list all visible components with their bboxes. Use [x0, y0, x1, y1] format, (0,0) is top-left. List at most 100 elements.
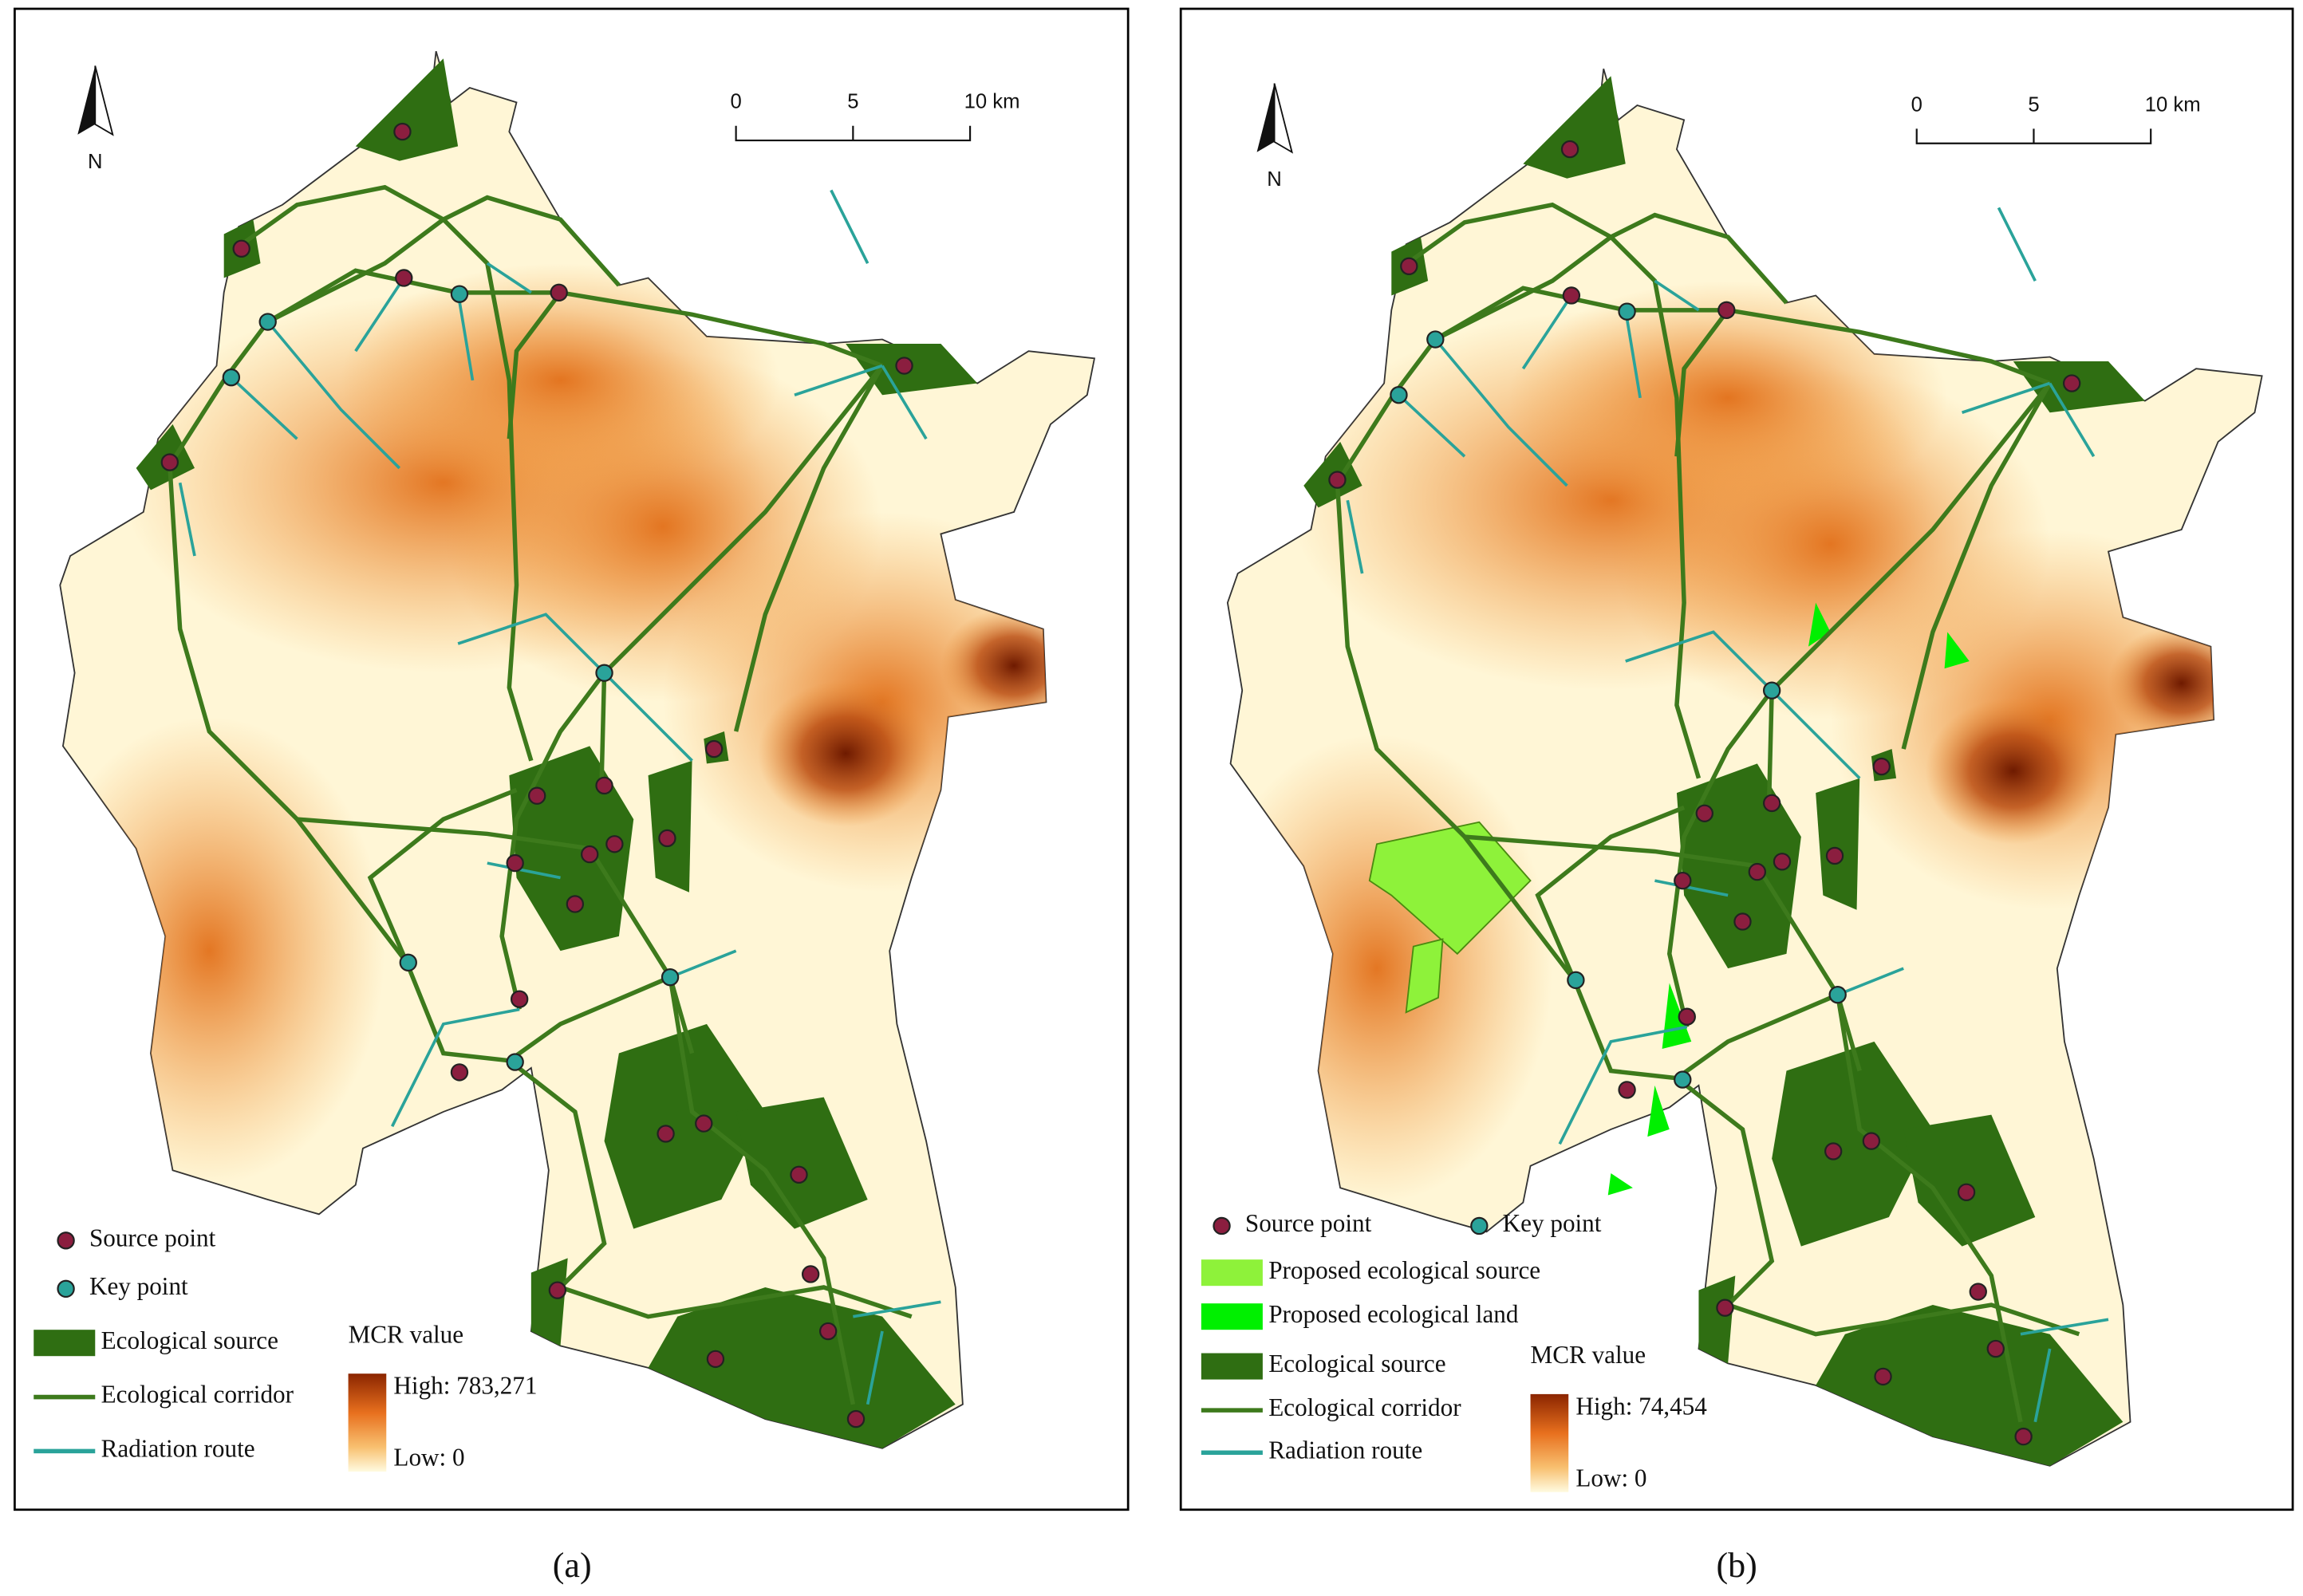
radiation-route — [1654, 279, 1700, 312]
legend-label: Key point — [1503, 1209, 1602, 1237]
source-point — [1678, 1007, 1696, 1026]
radiation-route — [457, 613, 605, 674]
ecological-corridor — [1835, 994, 2023, 1423]
ecological-corridor — [1766, 381, 2052, 808]
radiation-route — [230, 376, 298, 440]
ecological-corridor — [1609, 235, 1702, 779]
radiation-route — [266, 321, 401, 470]
key-point — [506, 1053, 524, 1071]
north-arrow — [1273, 83, 1294, 154]
scale-label: 10 km — [2145, 93, 2201, 116]
radiation-route — [830, 189, 870, 264]
source-point — [657, 1125, 675, 1143]
source-point — [232, 239, 250, 258]
legend-label: Source point — [1245, 1209, 1372, 1237]
source-point — [2062, 374, 2081, 392]
mcr-ramp — [348, 1373, 387, 1472]
ecological-corridor — [1434, 234, 1613, 341]
legend-area-icon — [1201, 1303, 1263, 1330]
radiation-route — [456, 292, 475, 381]
source-point — [1733, 912, 1752, 931]
radiation-route — [2049, 382, 2096, 458]
scale-label: 0 — [730, 91, 741, 113]
ecological-corridor — [1901, 382, 2053, 750]
proposed-ecological-land — [1647, 1085, 1670, 1137]
panel-frame — [14, 7, 1130, 1511]
ecological-corridor — [499, 672, 606, 1011]
source-point — [550, 283, 568, 302]
mcr-ramp — [1530, 1393, 1569, 1492]
radiation-route — [1433, 338, 1568, 487]
source-point — [506, 853, 524, 873]
ecological-corridor — [1727, 1302, 2080, 1337]
source-point — [605, 835, 624, 853]
legend-key-icon — [57, 1279, 75, 1298]
mcr-peak — [2108, 625, 2255, 742]
mcr-high-area — [1508, 281, 1948, 515]
key-point — [1674, 1070, 1692, 1089]
legend-label: Key point — [89, 1272, 188, 1300]
mcr-high-label: High: 74,454 — [1575, 1392, 1707, 1420]
source-point — [1560, 140, 1579, 159]
source-point — [450, 1063, 469, 1082]
ecological-corridor — [599, 364, 885, 790]
radiation-route — [2033, 1348, 2052, 1423]
scale-label: 5 — [2028, 93, 2039, 116]
ecological-corridor — [367, 787, 518, 964]
mcr-peak — [758, 680, 934, 827]
ecological-source — [1903, 1114, 2036, 1247]
ecological-corridor — [1675, 991, 1862, 1080]
radiation-route — [486, 262, 532, 294]
ecological-corridor — [1464, 834, 1840, 996]
radiation-route — [1962, 381, 2051, 414]
source-point — [1762, 794, 1781, 813]
source-point — [1717, 301, 1736, 320]
panel-caption: (b) — [1716, 1546, 1757, 1585]
radiation-route — [1654, 879, 1729, 897]
legend-area-icon — [34, 1330, 96, 1357]
source-point — [1824, 1142, 1843, 1161]
radiation-route — [390, 1007, 520, 1128]
source-point — [818, 1322, 838, 1341]
radiation-route — [1837, 967, 1904, 996]
panel-caption: (a) — [553, 1546, 592, 1585]
legend-label: Radiation route — [1268, 1436, 1422, 1464]
source-point — [1825, 846, 1844, 865]
ecological-corridor — [266, 217, 445, 324]
mcr-high-area — [341, 263, 780, 498]
proposed-ecological-source — [1368, 821, 1532, 956]
scale-label: 0 — [1911, 93, 1922, 116]
ecological-source — [1523, 76, 1626, 179]
radiation-route — [1997, 207, 2037, 282]
radiation-route — [354, 277, 405, 353]
key-point — [595, 664, 613, 682]
key-point — [1762, 681, 1781, 699]
radiation-route — [1623, 309, 1642, 399]
source-point — [1328, 471, 1347, 489]
radiation-route — [603, 672, 693, 763]
ecological-source — [1816, 1305, 2124, 1466]
radiation-route — [178, 482, 196, 557]
source-point — [1957, 1183, 1976, 1201]
ecological-source — [1816, 778, 1860, 910]
key-point — [1567, 971, 1585, 990]
ecological-source — [355, 58, 459, 161]
source-point — [695, 1114, 713, 1133]
source-point — [548, 1281, 567, 1299]
source-point — [527, 786, 546, 805]
proposed-ecological-land — [1944, 632, 1970, 669]
source-point — [1773, 853, 1792, 871]
source-point — [2014, 1427, 2033, 1446]
legend-area-icon — [1201, 1353, 1263, 1380]
source-point — [1716, 1298, 1734, 1317]
ecological-source — [1698, 1275, 1736, 1364]
ecological-source — [648, 760, 692, 893]
source-point — [1969, 1283, 1987, 1301]
legend-label: Ecological corridor — [1268, 1393, 1461, 1421]
source-point — [393, 122, 412, 141]
source-point — [160, 453, 179, 471]
key-point — [258, 313, 277, 331]
source-point — [801, 1265, 820, 1283]
scale-label: 10 km — [964, 91, 1020, 113]
